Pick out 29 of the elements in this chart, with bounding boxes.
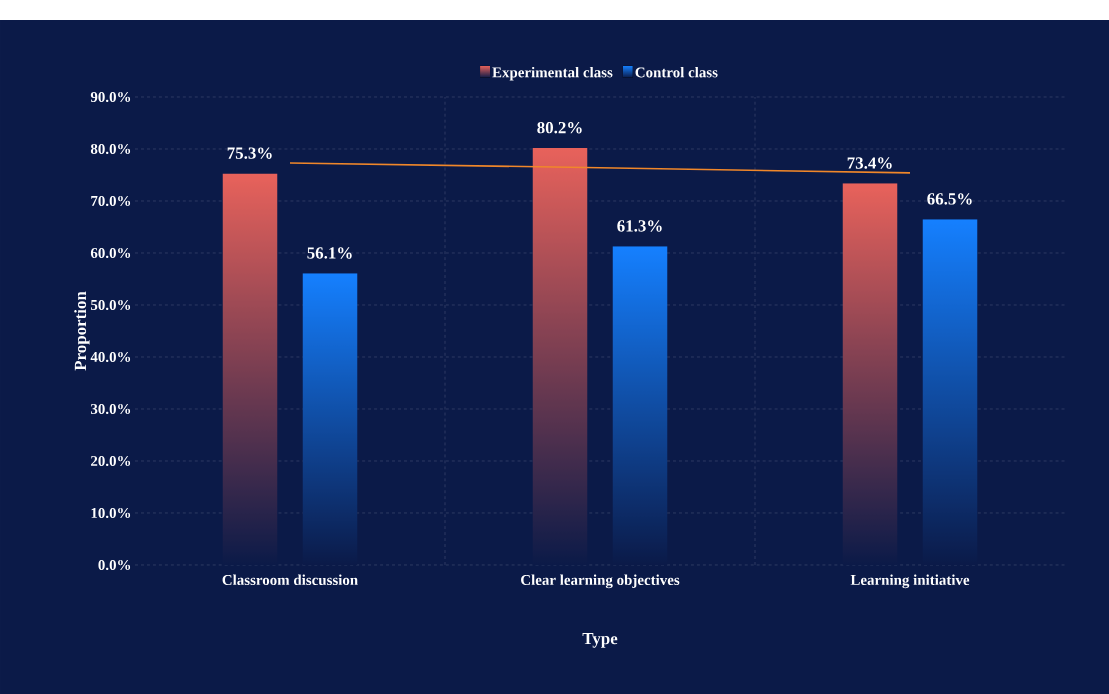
y-tick-label: 90.0% bbox=[90, 91, 131, 103]
y-tick-label: 50.0% bbox=[90, 299, 131, 311]
y-tick-label: 70.0% bbox=[91, 195, 131, 207]
bar bbox=[842, 183, 898, 565]
y-tick-label: 80.0% bbox=[90, 143, 131, 155]
y-tick-label: 40.0% bbox=[90, 351, 131, 363]
legend-label: Experimental class bbox=[492, 66, 613, 81]
bar bbox=[612, 246, 668, 565]
data-label: 73.4% bbox=[847, 157, 892, 169]
data-label: 56.1% bbox=[307, 247, 352, 259]
bar bbox=[922, 219, 978, 565]
y-tick-label: 10.0% bbox=[91, 507, 131, 519]
x-tick-label: Clear learning objectives bbox=[521, 574, 680, 589]
bar bbox=[532, 148, 588, 565]
data-label: 61.3% bbox=[617, 220, 662, 232]
x-tick-label: Learning initiative bbox=[850, 574, 970, 589]
y-axis-title: Proportion bbox=[74, 291, 90, 371]
x-axis-title: Type bbox=[582, 633, 618, 648]
y-tick-label: 30.0% bbox=[90, 403, 131, 415]
x-tick-label: Classroom discussion bbox=[222, 574, 358, 586]
bar bbox=[302, 273, 358, 565]
data-label: 75.3% bbox=[227, 147, 272, 159]
y-tick-label: 20.0% bbox=[91, 455, 131, 467]
legend-label: Control class bbox=[635, 66, 718, 78]
data-label: 66.5% bbox=[927, 193, 972, 205]
data-label: 80.2% bbox=[537, 121, 582, 134]
y-tick-label: 0.0% bbox=[98, 559, 131, 571]
bar bbox=[222, 173, 278, 565]
y-tick-label: 60.0% bbox=[90, 247, 131, 259]
